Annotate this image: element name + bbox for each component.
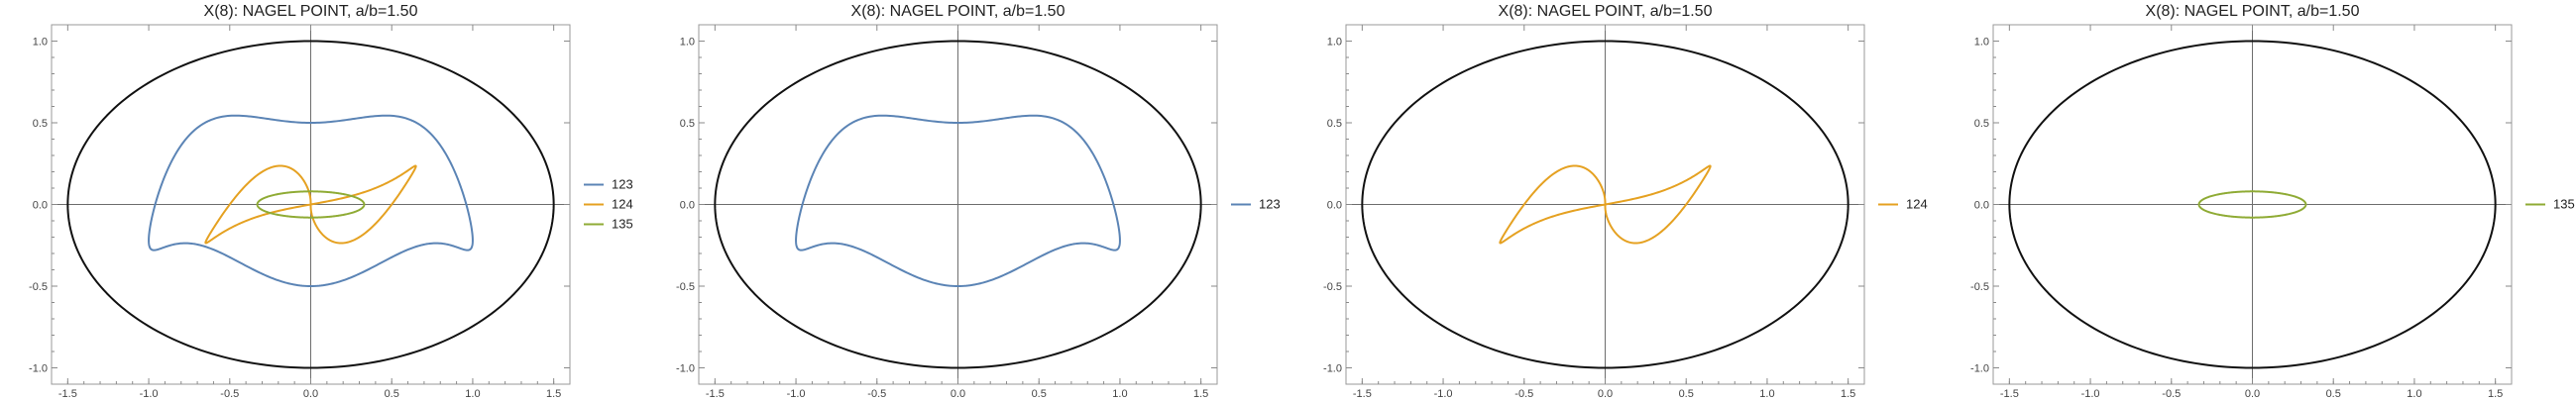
x-tick-label: -1.5 bbox=[58, 388, 77, 400]
x-tick-label: -1.5 bbox=[706, 388, 725, 400]
legend-label-124: 124 bbox=[612, 197, 633, 212]
x-tick-label: 0.5 bbox=[1032, 388, 1047, 400]
y-tick-label: -1.0 bbox=[676, 363, 695, 375]
y-tick-label: 1.0 bbox=[33, 37, 48, 49]
x-tick-label: 1.5 bbox=[1193, 388, 1208, 400]
y-tick-label: 0.0 bbox=[680, 200, 695, 212]
x-tick-label: 1.0 bbox=[2407, 388, 2421, 400]
y-tick-label: 0.5 bbox=[1327, 118, 1342, 130]
x-tick-label: 0.5 bbox=[2326, 388, 2341, 400]
y-tick-label: -1.0 bbox=[1970, 363, 1989, 375]
x-tick-label: -1.0 bbox=[2081, 388, 2100, 400]
y-tick-label: 0.0 bbox=[1327, 200, 1342, 212]
reference-ellipse bbox=[66, 40, 555, 369]
x-tick-label: 0.5 bbox=[385, 388, 399, 400]
y-tick-label: -1.0 bbox=[1323, 363, 1342, 375]
chart-panel-4: X(8): NAGEL POINT, a/b=1.50 -1.5 -1.0 -0.5 0… bbox=[1970, 3, 2575, 400]
reference-ellipse bbox=[1361, 40, 1849, 369]
x-tick-label: 0.0 bbox=[2245, 388, 2260, 400]
y-tick-label: 0.0 bbox=[33, 200, 48, 212]
legend-label-123: 123 bbox=[1259, 197, 1281, 212]
chart-title: X(8): NAGEL POINT, a/b=1.50 bbox=[1499, 3, 1713, 20]
reference-ellipse bbox=[2008, 40, 2497, 369]
x-tick-label: 0.5 bbox=[1679, 388, 1694, 400]
y-tick-label: 0.0 bbox=[1974, 200, 1989, 212]
x-tick-label: 1.5 bbox=[2488, 388, 2503, 400]
y-tick-label: 1.0 bbox=[680, 37, 695, 49]
y-tick-label: -1.0 bbox=[29, 363, 48, 375]
chart-title: X(8): NAGEL POINT, a/b=1.50 bbox=[204, 3, 418, 20]
y-tick-label: -0.5 bbox=[1970, 281, 1989, 293]
chart-title: X(8): NAGEL POINT, a/b=1.50 bbox=[2146, 3, 2360, 20]
series-line-135 bbox=[256, 190, 366, 219]
x-tick-label: 1.0 bbox=[1759, 388, 1774, 400]
legend-label-123: 123 bbox=[612, 177, 633, 192]
reference-ellipse bbox=[714, 40, 1202, 369]
chart-panel-3: X(8): NAGEL POINT, a/b=1.50 -1.5 -1.0 -0.5 0… bbox=[1323, 3, 1928, 400]
chart-panel-1: X(8): NAGEL POINT, a/b=1.50 -1.5 -1.0 -0.5 0… bbox=[29, 3, 633, 400]
y-tick-label: 0.5 bbox=[33, 118, 48, 130]
series-line-124 bbox=[1499, 164, 1712, 245]
x-tick-label: -0.5 bbox=[1514, 388, 1533, 400]
x-tick-label: -1.5 bbox=[1353, 388, 1372, 400]
legend-label-124: 124 bbox=[1906, 197, 1928, 212]
y-tick-label: -0.5 bbox=[29, 281, 48, 293]
y-tick-label: 0.5 bbox=[1974, 118, 1989, 130]
x-tick-label: -1.5 bbox=[2000, 388, 2019, 400]
y-tick-label: 1.0 bbox=[1974, 37, 1989, 49]
x-tick-label: -1.0 bbox=[140, 388, 159, 400]
chart-panel-2: X(8): NAGEL POINT, a/b=1.50 -1.5 -1.0 -0.5 0… bbox=[676, 3, 1281, 400]
x-tick-label: 0.0 bbox=[951, 388, 965, 400]
x-tick-label: 0.0 bbox=[1598, 388, 1613, 400]
series-line-124 bbox=[204, 164, 417, 245]
x-tick-label: -1.0 bbox=[1434, 388, 1453, 400]
y-tick-label: -0.5 bbox=[1323, 281, 1342, 293]
x-tick-label: -0.5 bbox=[2162, 388, 2181, 400]
x-tick-label: 1.5 bbox=[546, 388, 561, 400]
y-tick-label: -0.5 bbox=[676, 281, 695, 293]
x-tick-label: -0.5 bbox=[220, 388, 239, 400]
legend-label-135: 135 bbox=[612, 217, 633, 232]
x-tick-label: -1.0 bbox=[787, 388, 806, 400]
x-tick-label: 1.0 bbox=[465, 388, 480, 400]
y-tick-label: 1.0 bbox=[1327, 37, 1342, 49]
x-tick-label: 1.0 bbox=[1112, 388, 1127, 400]
x-tick-label: -0.5 bbox=[867, 388, 886, 400]
series-line-123 bbox=[795, 114, 1121, 287]
series-line-123 bbox=[148, 114, 474, 287]
y-tick-label: 0.5 bbox=[680, 118, 695, 130]
series-line-135 bbox=[2197, 190, 2307, 219]
x-tick-label: 0.0 bbox=[303, 388, 318, 400]
x-tick-label: 1.5 bbox=[1841, 388, 1855, 400]
chart-title: X(8): NAGEL POINT, a/b=1.50 bbox=[851, 3, 1065, 20]
legend-label-135: 135 bbox=[2553, 197, 2575, 212]
